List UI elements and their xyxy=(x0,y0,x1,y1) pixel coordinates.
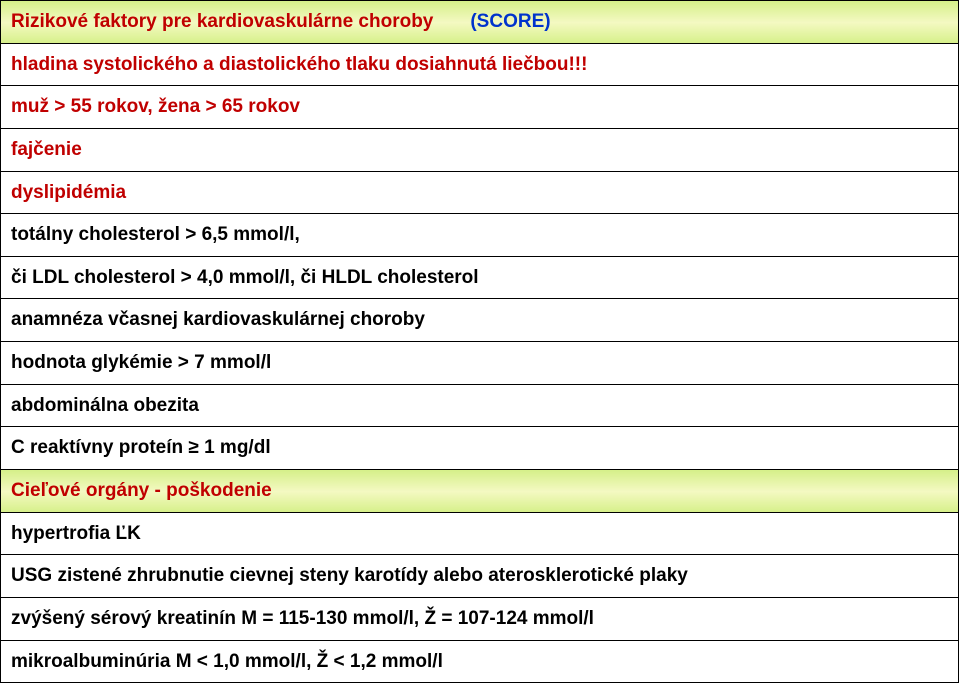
row-blood-pressure: hladina systolického a diastolického tla… xyxy=(1,43,959,86)
row-usg: USG zistené zhrubnutie cievnej steny kar… xyxy=(1,555,959,598)
header2-text: Cieľové orgány - poškodenie xyxy=(11,480,272,501)
row-creatinine: zvýšený sérový kreatinín M = 115-130 mmo… xyxy=(1,597,959,640)
risk-factors-table: Rizikové faktory pre kardiovaskulárne ch… xyxy=(0,0,959,683)
row-dyslipidemia: dyslipidémia xyxy=(1,171,959,214)
header1-right: (SCORE) xyxy=(470,11,550,32)
text-dyslipidemia: dyslipidémia xyxy=(11,182,126,203)
row-obesity: abdominálna obezita xyxy=(1,384,959,427)
row-smoking: fajčenie xyxy=(1,128,959,171)
header1-left: Rizikové faktory pre kardiovaskulárne ch… xyxy=(11,11,433,32)
text-blood-pressure: hladina systolického a diastolického tla… xyxy=(11,54,587,75)
row-ldl-cholesterol: či LDL cholesterol > 4,0 mmol/l, či HLDL… xyxy=(1,256,959,299)
row-total-cholesterol: totálny cholesterol > 6,5 mmol/l, xyxy=(1,214,959,257)
row-age: muž > 55 rokov, žena > 65 rokov xyxy=(1,86,959,129)
row-anamnesis: anamnéza včasnej kardiovaskulárnej choro… xyxy=(1,299,959,342)
row-glycemia: hodnota glykémie > 7 mmol/l xyxy=(1,342,959,385)
row-crp: C reaktívny proteín ≥ 1 mg/dl xyxy=(1,427,959,470)
text-smoking: fajčenie xyxy=(11,139,82,160)
header-row-1: Rizikové faktory pre kardiovaskulárne ch… xyxy=(1,1,959,44)
header-row-2: Cieľové orgány - poškodenie xyxy=(1,470,959,513)
row-hypertrophy: hypertrofia ĽK xyxy=(1,512,959,555)
row-microalbuminuria: mikroalbuminúria M < 1,0 mmol/l, Ž < 1,2… xyxy=(1,640,959,683)
text-age: muž > 55 rokov, žena > 65 rokov xyxy=(11,96,300,117)
